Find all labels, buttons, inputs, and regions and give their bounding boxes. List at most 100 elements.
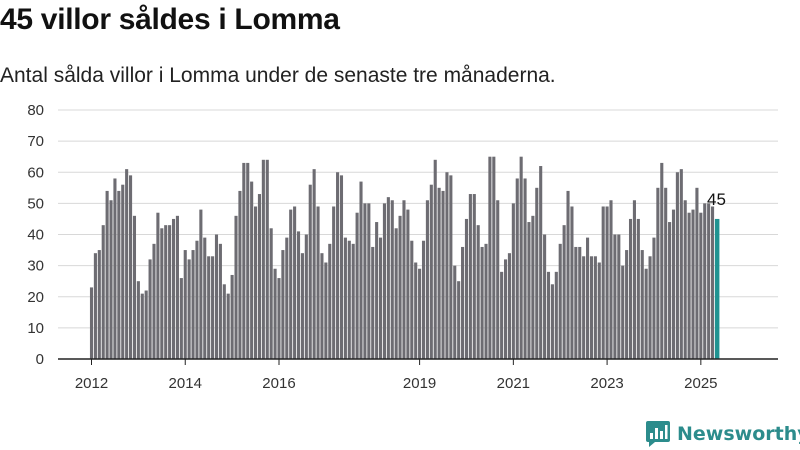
bar (324, 262, 328, 359)
bar (355, 212, 359, 359)
bar (578, 246, 582, 359)
bar (152, 243, 156, 359)
bar (539, 166, 543, 359)
y-tick-label: 10 (27, 320, 44, 337)
bar (515, 178, 519, 359)
bar (597, 262, 601, 359)
bar (625, 250, 629, 359)
bar (238, 190, 242, 359)
bar (191, 250, 195, 359)
bar (558, 243, 562, 359)
bar (332, 206, 336, 359)
bar (574, 246, 578, 359)
bar (132, 215, 137, 359)
bar (683, 200, 687, 359)
bar (156, 212, 160, 359)
bar (273, 268, 277, 359)
y-tick-label: 70 (27, 133, 44, 150)
bar (246, 162, 250, 359)
bar (105, 190, 109, 359)
bar (617, 234, 621, 359)
newsworthy-logo[interactable]: Newsworthy (645, 419, 800, 449)
bar (632, 200, 636, 359)
y-tick-label: 0 (36, 351, 44, 368)
bar (308, 184, 312, 359)
y-axis-ticks: 0 10 20 30 40 50 60 70 80 (27, 102, 44, 368)
bar (484, 243, 488, 359)
bar (281, 250, 285, 359)
bar (605, 206, 609, 359)
bar (339, 175, 344, 359)
bar (222, 284, 226, 359)
bar (566, 190, 570, 359)
bar (93, 253, 97, 359)
bar (328, 243, 332, 359)
bar (511, 203, 515, 360)
bar (656, 187, 660, 359)
bar (336, 172, 340, 359)
bar (433, 159, 437, 359)
bar (183, 250, 187, 359)
bar (257, 194, 262, 359)
bar (378, 237, 383, 359)
bar (304, 234, 308, 359)
bar (421, 240, 426, 359)
bar (207, 256, 211, 359)
bar (277, 278, 281, 359)
bar (695, 187, 699, 359)
bar (480, 246, 484, 359)
y-tick-label: 30 (27, 258, 44, 275)
bar (492, 156, 496, 359)
bar (628, 218, 633, 359)
bar (711, 206, 715, 359)
bar (242, 162, 246, 359)
bar (593, 256, 597, 359)
bar (316, 206, 320, 359)
bar (523, 178, 527, 359)
bar (554, 271, 558, 359)
y-tick-label: 50 (27, 195, 44, 212)
bar (250, 181, 254, 359)
bar (457, 281, 461, 359)
bar (691, 209, 695, 359)
x-axis: 2012 2014 2016 2019 2021 2023 2025 (58, 358, 778, 392)
bar (679, 169, 683, 359)
bar (296, 231, 301, 359)
x-tick-label: 2016 (262, 375, 295, 392)
bar (269, 228, 273, 359)
bar (285, 237, 289, 359)
bar (543, 234, 547, 359)
bar (418, 268, 422, 359)
bar (121, 184, 125, 359)
x-tick-label: 2023 (590, 375, 623, 392)
bar (113, 178, 117, 359)
y-tick-label: 40 (27, 227, 44, 244)
bar (214, 234, 219, 359)
brand-name: Newsworthy (677, 423, 800, 445)
bar (445, 172, 449, 359)
bar (371, 246, 375, 359)
bar (199, 209, 203, 359)
bar (519, 156, 523, 359)
bar (117, 190, 121, 359)
bar (394, 228, 398, 359)
bar (671, 209, 676, 359)
bar (402, 200, 406, 359)
bar (144, 290, 148, 359)
bar (254, 206, 258, 359)
bar (234, 215, 238, 359)
bar-highlight (714, 218, 720, 359)
bar (129, 175, 133, 359)
bar (609, 200, 613, 359)
bar (636, 218, 640, 359)
bar (386, 197, 390, 359)
bar (175, 215, 179, 359)
bar (265, 159, 269, 359)
y-tick-label: 20 (27, 289, 44, 306)
bar (621, 265, 625, 360)
bar (171, 218, 176, 359)
bar (507, 253, 511, 359)
bar (582, 256, 586, 359)
bar (668, 222, 672, 359)
bar (648, 256, 652, 359)
